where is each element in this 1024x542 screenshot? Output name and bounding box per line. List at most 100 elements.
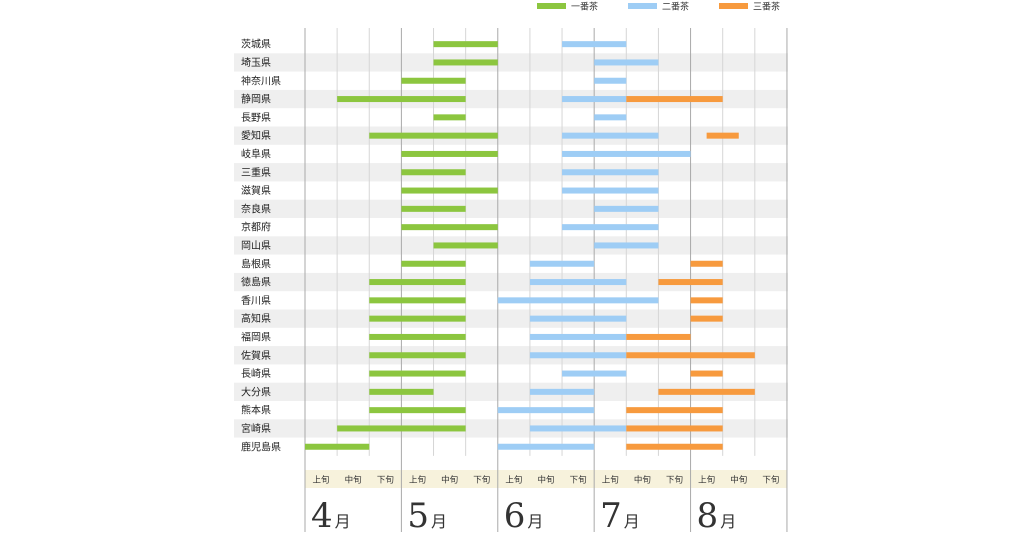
bar-2-21: [497, 407, 595, 414]
xun-label: 上旬: [602, 475, 619, 486]
xun-label: 中旬: [730, 475, 747, 486]
bar-1-1: [433, 41, 498, 48]
xun-label: 上旬: [409, 475, 426, 486]
bar-1-5: [433, 114, 466, 121]
bar-2-15: [497, 297, 659, 304]
prefecture-label: 長野県: [241, 112, 271, 124]
xun-label: 中旬: [345, 475, 362, 486]
bar-1-10: [401, 205, 466, 212]
prefecture-label: 島根県: [241, 257, 271, 270]
bar-1-15: [369, 297, 466, 304]
bar-2-10: [594, 205, 659, 212]
bar-1-13: [401, 260, 466, 267]
bar-3-15: [690, 297, 723, 304]
prefecture-label: 茨城県: [241, 38, 271, 51]
xun-label: 下旬: [666, 475, 683, 486]
xun-label: 上旬: [698, 475, 715, 486]
bar-1-4: [337, 96, 466, 103]
prefecture-label: 愛知県: [241, 129, 271, 142]
bar-3-4: [626, 96, 723, 103]
bar-1-18: [369, 352, 466, 359]
bar-1-16: [369, 315, 466, 322]
bar-3-6: [706, 132, 739, 139]
row-stripe: [234, 309, 788, 328]
row-stripe: [234, 382, 788, 401]
legend-label: 三番茶: [753, 1, 780, 13]
prefecture-label: 福岡県: [241, 330, 271, 343]
xun-label: 下旬: [377, 475, 394, 486]
row-stripe: [234, 53, 788, 72]
legend-label: 二番茶: [662, 1, 689, 13]
prefecture-label: 京都府: [241, 221, 271, 234]
bar-2-16: [529, 315, 627, 322]
prefecture-label: 熊本県: [241, 404, 271, 417]
row-stripe: [234, 89, 788, 109]
xun-label: 下旬: [570, 475, 587, 486]
prefecture-label: 徳島県: [241, 276, 271, 289]
bar-1-8: [401, 169, 466, 176]
prefecture-label: 静岡県: [241, 93, 271, 106]
bar-1-2: [433, 59, 498, 66]
xun-label: 下旬: [762, 475, 779, 486]
bar-1-7: [401, 150, 498, 157]
prefecture-label: 岡山県: [241, 240, 271, 252]
bar-2-17: [529, 333, 627, 340]
bar-1-20: [369, 388, 434, 395]
xun-label: 中旬: [441, 475, 458, 486]
prefecture-label: 神奈川県: [241, 74, 281, 87]
bar-3-21: [626, 407, 723, 414]
bar-2-1: [562, 41, 627, 48]
bar-2-9: [562, 187, 659, 194]
xun-label: 上旬: [313, 475, 330, 486]
legend-swatch: [537, 3, 566, 9]
row-stripe: [234, 163, 788, 182]
legend-label: 一番茶: [571, 1, 598, 13]
bar-3-22: [626, 425, 723, 432]
bar-1-12: [433, 242, 498, 249]
row-stripe: [234, 236, 788, 255]
xun-label: 上旬: [505, 475, 522, 486]
prefecture-label: 長崎県: [241, 367, 271, 380]
bar-3-13: [690, 260, 723, 267]
bar-2-8: [562, 169, 659, 176]
month-unit: 月: [335, 512, 351, 531]
month-unit: 月: [431, 512, 447, 531]
bar-2-13: [529, 260, 595, 267]
bar-2-19: [562, 370, 627, 377]
prefecture-label: 滋賀県: [241, 184, 271, 197]
bar-3-17: [626, 333, 691, 340]
bar-2-20: [529, 388, 595, 395]
prefecture-label: 高知県: [241, 312, 271, 325]
bar-2-5: [594, 114, 627, 121]
bar-2-14: [529, 279, 627, 286]
month-unit: 月: [527, 512, 543, 531]
month-unit: 月: [624, 512, 640, 531]
xun-band: [305, 470, 787, 488]
bar-1-14: [369, 279, 466, 286]
bar-1-9: [401, 187, 498, 194]
bar-3-23: [626, 443, 723, 450]
prefecture-label: 宮崎県: [241, 422, 271, 435]
legend-swatch: [719, 3, 748, 9]
bar-2-2: [594, 59, 659, 66]
bar-1-21: [369, 407, 466, 414]
legend-swatch: [628, 3, 657, 9]
row-stripe: [234, 419, 788, 438]
bar-2-7: [562, 150, 691, 157]
bar-2-12: [594, 242, 659, 249]
prefecture-label: 岐阜県: [241, 147, 271, 160]
bar-1-19: [369, 370, 466, 377]
bar-1-11: [401, 224, 498, 231]
bar-3-14: [658, 279, 723, 286]
bar-1-3: [401, 77, 466, 84]
prefecture-label: 大分県: [241, 385, 271, 398]
bar-3-16: [690, 315, 723, 322]
prefecture-label: 鹿児島県: [241, 440, 281, 453]
bar-2-4: [562, 96, 627, 103]
